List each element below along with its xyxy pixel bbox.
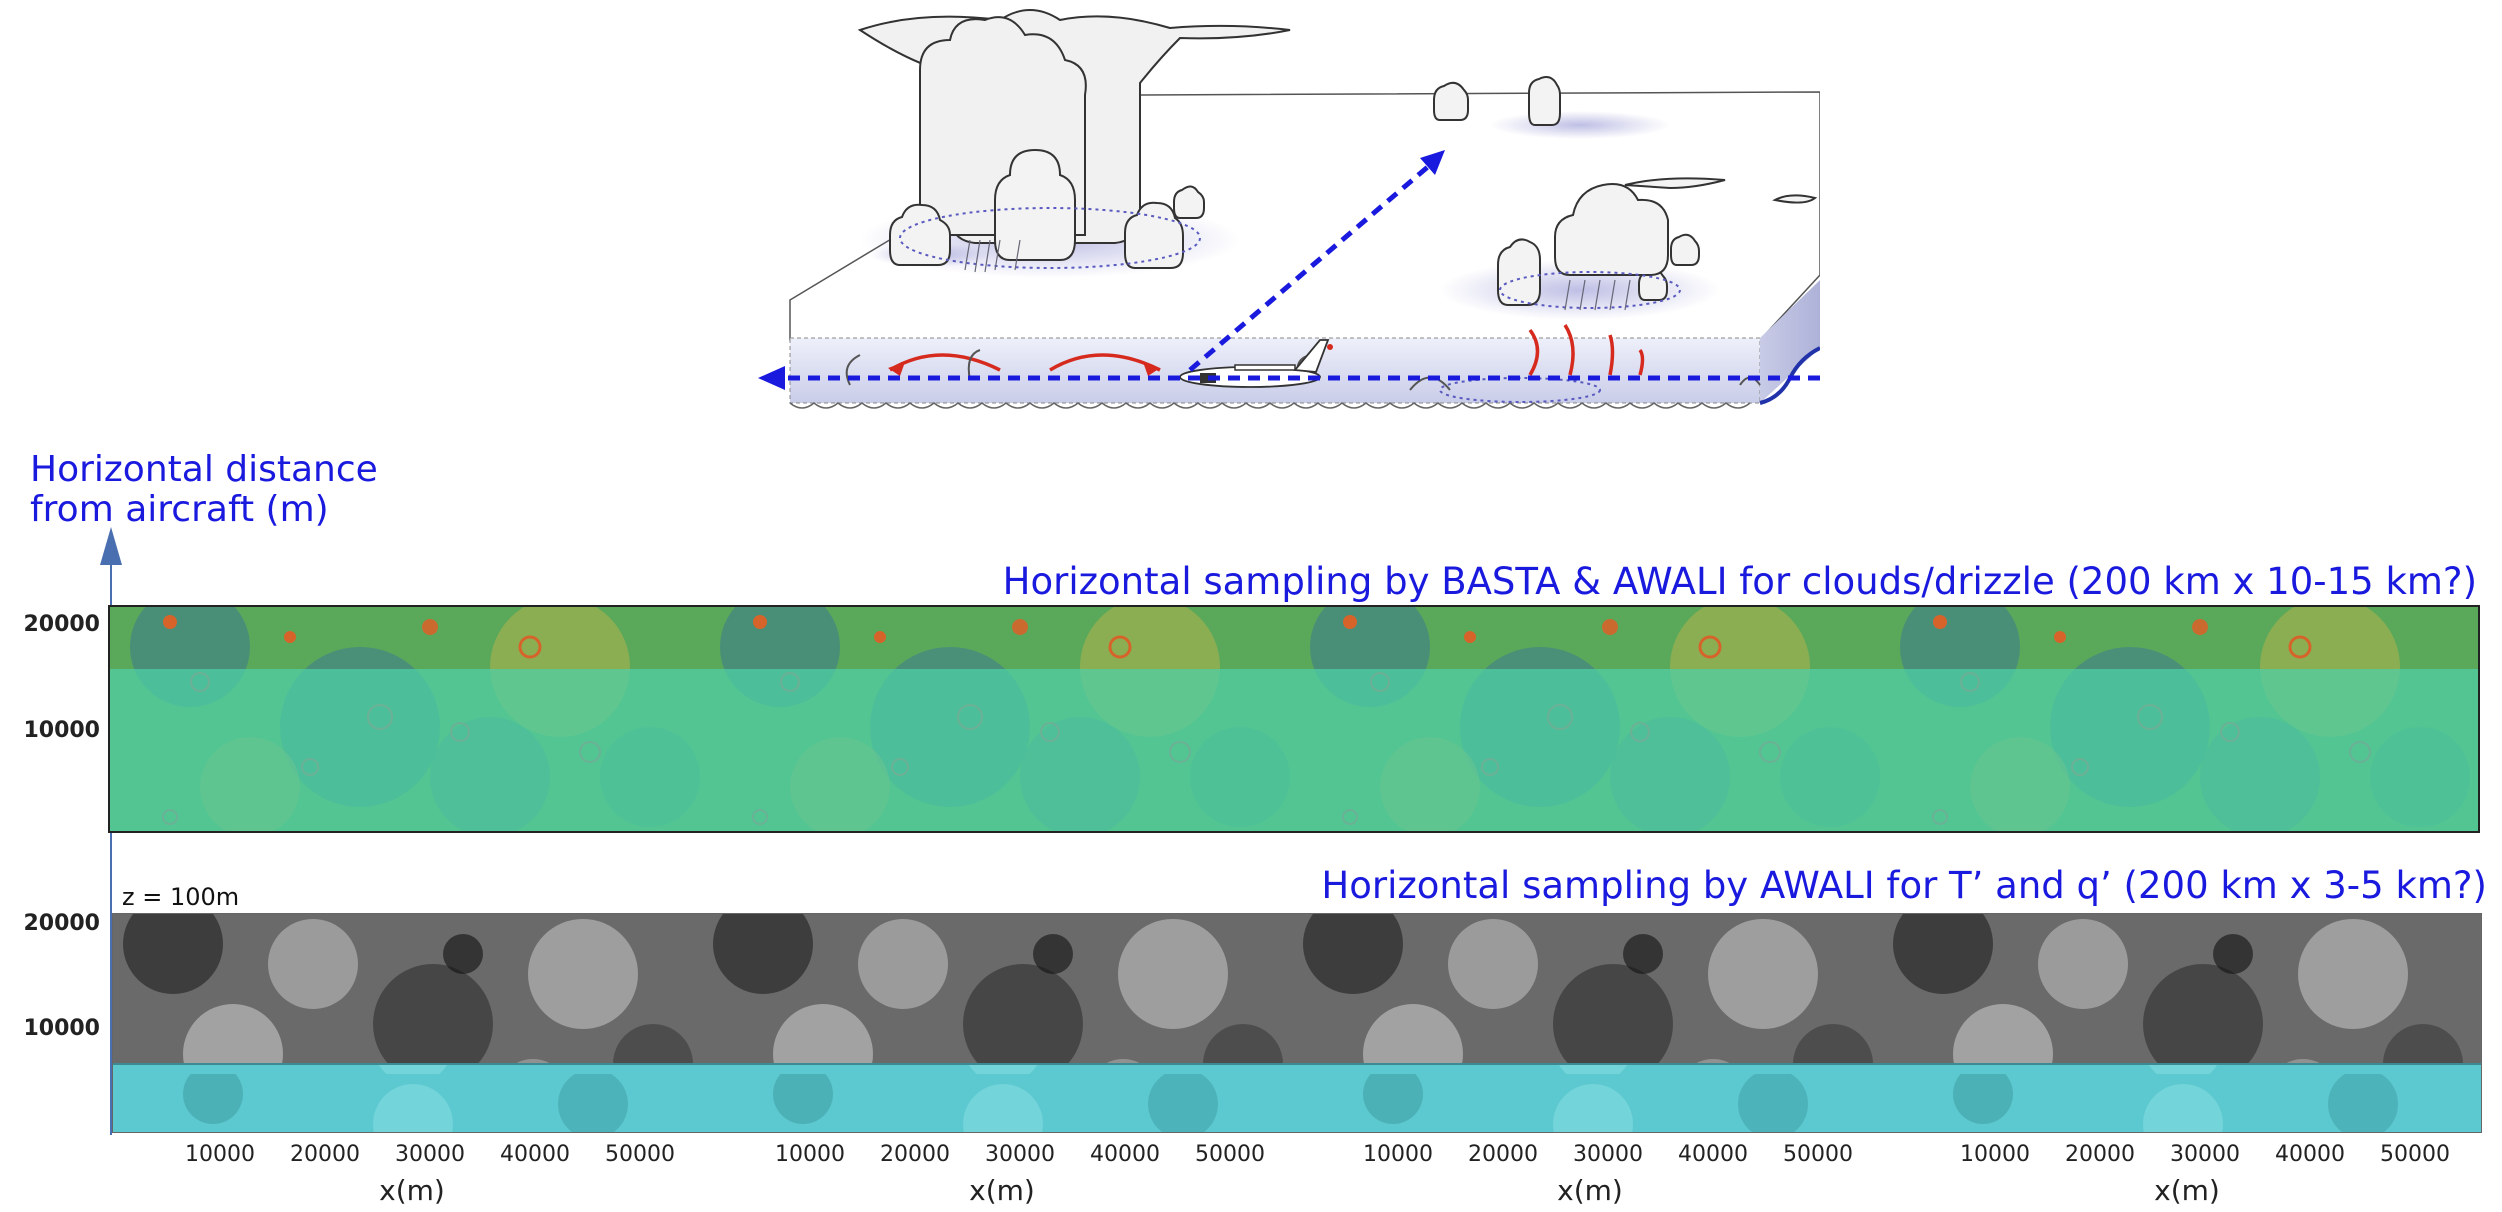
top-panel-title: Horizontal sampling by BASTA & AWALI for… [1002,560,2477,603]
x-tick: 40000 [1678,1142,1748,1167]
vertical-axis-label-line2: from aircraft (m) [30,489,329,530]
cumulus-cloud [889,76,1818,306]
x-tick: 30000 [2170,1142,2240,1167]
x-tick: 30000 [985,1142,1055,1167]
x-tick: 30000 [1573,1142,1643,1167]
x-tick: 20000 [290,1142,360,1167]
bottom-panel-sampling-overlay [113,1064,2481,1132]
bottom-panel-ytick-20000: 20000 [23,911,100,936]
top-panel-ytick-20000: 20000 [23,612,100,637]
cloud-schematic-illustration [740,0,1820,420]
bottom-panel-temperature-field [112,913,2482,1133]
flight-track-oblique [1188,163,1432,372]
x-axis-label: x(m) [969,1174,1035,1207]
x-tick: 40000 [2275,1142,2345,1167]
x-tick: 40000 [1090,1142,1160,1167]
height-label: z = 100m [122,883,240,911]
x-axis-label: x(m) [379,1174,445,1207]
x-tick: 20000 [1468,1142,1538,1167]
bottom-panel-ytick-10000: 10000 [23,1016,100,1041]
x-tick: 20000 [880,1142,950,1167]
x-tick: 20000 [2065,1142,2135,1167]
x-tick: 10000 [1363,1142,1433,1167]
top-panel-ytick-10000: 10000 [23,718,100,743]
x-tick: 50000 [605,1142,675,1167]
x-tick: 10000 [185,1142,255,1167]
vertical-axis-label-line1: Horizontal distance [30,449,378,490]
x-axis-label: x(m) [2154,1174,2220,1207]
top-panel-sampling-overlay [110,669,2478,831]
x-tick: 50000 [2380,1142,2450,1167]
x-tick: 30000 [395,1142,465,1167]
x-tick: 10000 [775,1142,845,1167]
top-panel-cloud-field [108,605,2480,833]
vertical-axis-label: Horizontal distance from aircraft (m) [30,450,378,530]
x-axis: 10000 20000 30000 40000 50000 x(m) 10000… [0,1138,2502,1212]
x-tick: 50000 [1783,1142,1853,1167]
x-axis-label: x(m) [1557,1174,1623,1207]
x-tick: 50000 [1195,1142,1265,1167]
x-tick: 40000 [500,1142,570,1167]
bottom-panel-title: Horizontal sampling by AWALI for T’ and … [1321,864,2487,907]
x-tick: 10000 [1960,1142,2030,1167]
